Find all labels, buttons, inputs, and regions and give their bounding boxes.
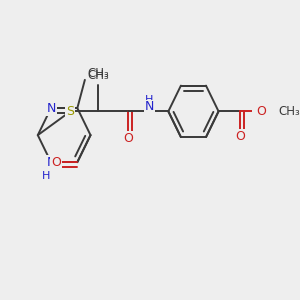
Text: O: O <box>256 105 266 118</box>
Text: O: O <box>235 130 245 143</box>
Text: CH₃: CH₃ <box>279 105 300 118</box>
Text: O: O <box>51 156 61 169</box>
Text: H: H <box>42 171 51 182</box>
Text: CH₃: CH₃ <box>87 67 109 80</box>
Text: H: H <box>145 95 154 105</box>
Text: CH₃: CH₃ <box>87 69 109 82</box>
Text: N: N <box>46 156 56 169</box>
Text: O: O <box>123 132 133 145</box>
Text: S: S <box>66 105 74 118</box>
Text: N: N <box>145 100 154 113</box>
Text: N: N <box>46 102 56 115</box>
